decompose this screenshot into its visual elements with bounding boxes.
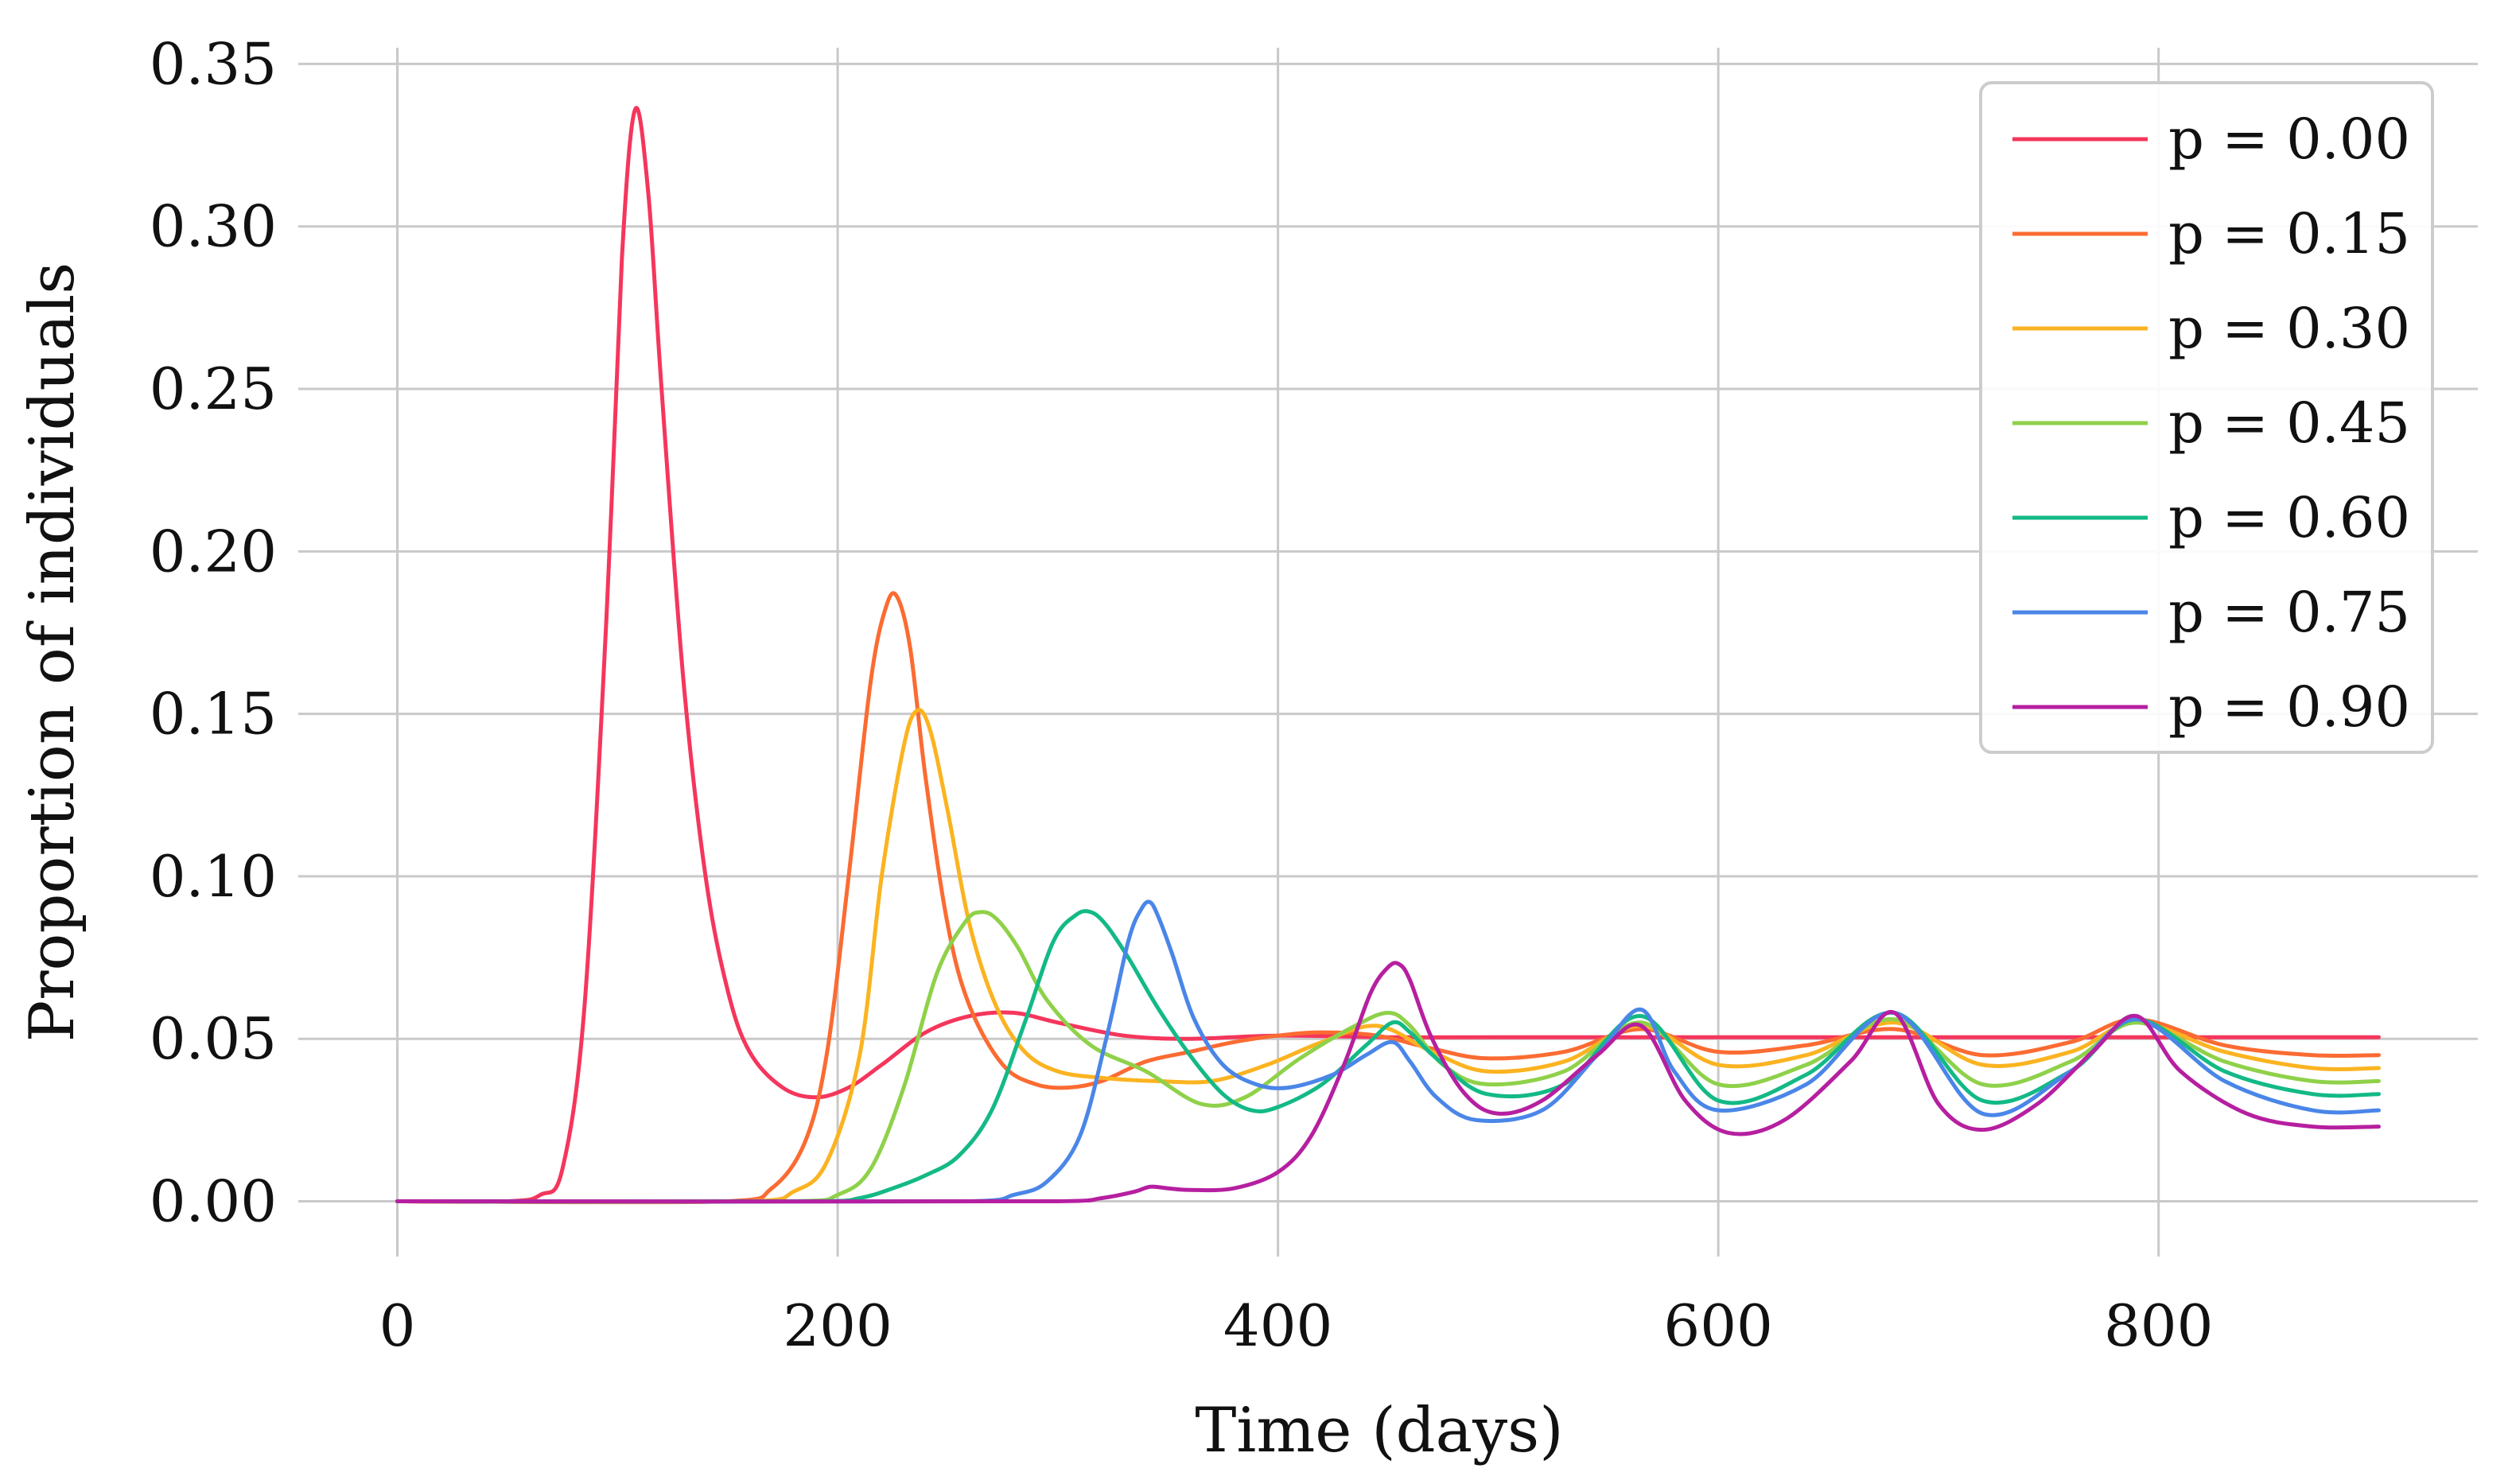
legend-item: p = 0.90 bbox=[2012, 674, 2410, 740]
legend-item: p = 0.30 bbox=[2012, 296, 2410, 361]
y-tick-label: 0.35 bbox=[150, 30, 277, 97]
y-axis-label: Proportion of individuals bbox=[17, 262, 88, 1043]
legend-item: p = 0.15 bbox=[2012, 201, 2410, 266]
series-line-3 bbox=[395, 910, 2381, 1204]
x-tick-label: 800 bbox=[2104, 1292, 2213, 1359]
legend-label: p = 0.60 bbox=[2168, 485, 2410, 550]
legend-frame bbox=[1979, 81, 2434, 754]
y-tick-label: 0.00 bbox=[150, 1168, 277, 1235]
x-tick-label: 600 bbox=[1663, 1292, 1772, 1359]
y-tick-label: 0.05 bbox=[150, 1005, 277, 1072]
series-line-0 bbox=[395, 106, 2381, 1204]
legend-item: p = 0.00 bbox=[2012, 107, 2410, 172]
x-tick-label: 200 bbox=[783, 1292, 892, 1359]
legend-item: p = 0.75 bbox=[2012, 580, 2410, 645]
series-line-4 bbox=[395, 909, 2381, 1204]
legend-label: p = 0.00 bbox=[2168, 107, 2410, 172]
series-line-2 bbox=[395, 708, 2381, 1204]
y-tick-label: 0.15 bbox=[150, 681, 277, 748]
legend-label: p = 0.90 bbox=[2168, 674, 2410, 740]
y-axis: 0.00 0.05 0.10 0.15 0.20 0.25 0.30 0.35 bbox=[150, 30, 277, 1234]
legend-label: p = 0.75 bbox=[2168, 580, 2410, 645]
x-axis-label: Time (days) bbox=[1195, 1395, 1563, 1467]
y-tick-label: 0.30 bbox=[150, 193, 277, 260]
legend: p = 0.00 p = 0.15 p = 0.30 p = 0.45 p = 0.60… bbox=[1979, 81, 2434, 754]
y-tick-label: 0.10 bbox=[150, 843, 277, 910]
series-line-1 bbox=[395, 591, 2381, 1205]
plot-area bbox=[395, 106, 2381, 1205]
legend-label: p = 0.30 bbox=[2168, 296, 2410, 361]
series-line-5 bbox=[395, 899, 2381, 1204]
y-tick-label: 0.25 bbox=[150, 355, 277, 422]
legend-label: p = 0.15 bbox=[2168, 201, 2410, 266]
legend-item: p = 0.45 bbox=[2012, 390, 2410, 456]
x-tick-label: 0 bbox=[379, 1292, 416, 1359]
x-axis: 0 200 400 600 800 bbox=[379, 1292, 2214, 1359]
series-line-6 bbox=[395, 961, 2381, 1204]
legend-item: p = 0.60 bbox=[2012, 485, 2410, 550]
legend-label: p = 0.45 bbox=[2168, 390, 2410, 456]
y-tick-label: 0.20 bbox=[150, 518, 277, 585]
x-tick-label: 400 bbox=[1223, 1292, 1332, 1359]
